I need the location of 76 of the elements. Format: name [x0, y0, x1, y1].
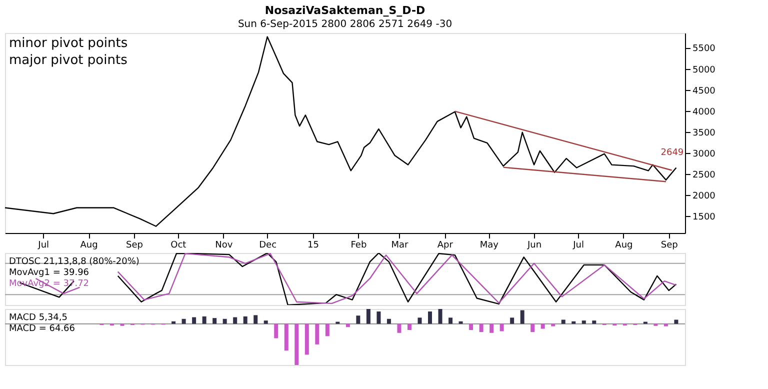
annotation: minor pivot points: [9, 36, 128, 51]
bar: [572, 321, 576, 324]
bar: [294, 324, 299, 365]
bar: [428, 311, 432, 324]
bar: [386, 318, 391, 324]
y-tick-label: 4500: [692, 86, 716, 96]
bar: [469, 324, 474, 330]
y-tick-label: 5000: [692, 65, 716, 76]
bar: [366, 309, 370, 324]
chart-title: DTOSC 21,13,8,8 (80%-20%): [9, 257, 140, 267]
x-tick-label: Nov: [215, 240, 234, 250]
annotation: major pivot points: [9, 53, 128, 68]
bar: [592, 320, 596, 324]
bar: [407, 324, 412, 330]
bar: [274, 324, 278, 338]
y-tick-label: 2000: [692, 192, 716, 202]
bar: [510, 318, 514, 324]
bar: [243, 316, 248, 324]
bar: [397, 324, 402, 333]
bar: [418, 318, 422, 324]
bar: [222, 318, 227, 324]
x-tick-label: May: [480, 240, 500, 250]
x-tick-label: Sep: [660, 240, 678, 250]
bar: [582, 320, 586, 324]
bar: [674, 320, 678, 324]
x-tick-label: Dec: [259, 240, 277, 250]
x-tick-label: Oct: [170, 240, 187, 250]
bar: [325, 324, 330, 336]
bar: [448, 318, 453, 324]
bar: [304, 324, 309, 355]
y-tick-label: 5500: [692, 44, 716, 54]
bar: [520, 310, 524, 324]
bar: [212, 318, 217, 324]
y-tick-label: 1500: [692, 212, 716, 223]
x-tick-label: Jul: [37, 240, 50, 250]
bar: [182, 318, 186, 324]
x-tick-label: Aug: [615, 240, 633, 250]
bar: [664, 324, 668, 326]
bar: [346, 324, 350, 328]
x-tick-label: Jul: [572, 240, 584, 250]
bar: [315, 324, 320, 344]
annotation: 2649: [660, 148, 684, 158]
bar: [264, 320, 268, 324]
y-tick-label: 4000: [692, 107, 716, 118]
y-tick-label: 3000: [692, 150, 716, 160]
bar: [551, 324, 556, 326]
bar: [500, 324, 504, 332]
x-tick-label: Sep: [126, 240, 144, 250]
bar: [202, 316, 206, 324]
bar: [530, 324, 535, 332]
x-tick-label: Aug: [80, 240, 98, 250]
bar: [172, 321, 176, 324]
bar: [233, 317, 238, 324]
annotation: MACD = 64.66: [9, 324, 76, 334]
bar: [284, 324, 288, 351]
x-tick-label: Apr: [437, 240, 454, 250]
bar: [438, 309, 442, 324]
series-label: MovAvg1 = 39.96: [9, 268, 90, 278]
text: MACD 5,34,5: [9, 313, 68, 323]
bar: [254, 315, 258, 324]
chart-title: NosaziVaSakteman_S_D-D: [264, 4, 426, 17]
chart-subtitle: Sun 6-Sep-2015 2800 2806 2571 2649 -30: [238, 19, 452, 30]
bar: [540, 324, 545, 329]
bar: [490, 324, 494, 333]
x-tick-label: 15: [308, 240, 319, 250]
x-tick-label: Jun: [526, 240, 542, 250]
bar: [458, 321, 463, 324]
x-tick-label: Mar: [391, 240, 409, 250]
bar: [356, 316, 360, 324]
bar: [479, 324, 484, 332]
bar: [376, 311, 381, 324]
bar: [561, 320, 566, 324]
bar: [192, 317, 196, 324]
x-tick-label: Feb: [350, 240, 367, 250]
y-tick-label: 2500: [692, 170, 716, 181]
y-tick-label: 3500: [692, 128, 716, 138]
